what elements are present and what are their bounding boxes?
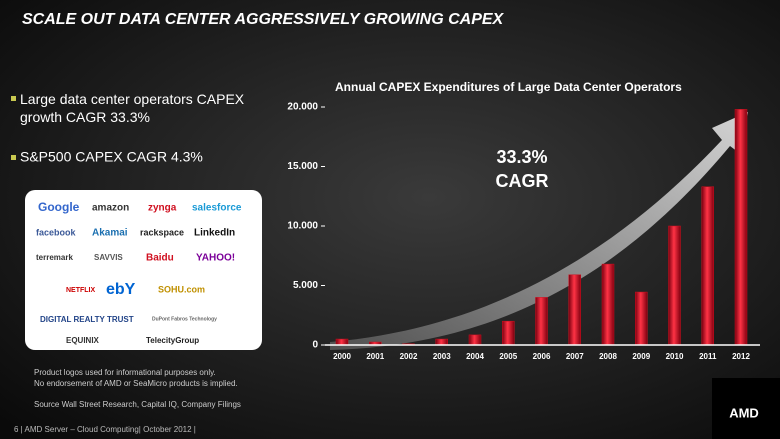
x-tick-label: 2000 (333, 352, 351, 361)
logo: salesforce (192, 203, 242, 214)
x-tick-label: 2003 (433, 352, 451, 361)
logo: ebY (106, 281, 136, 298)
logo: Baidu (146, 253, 174, 264)
logo: Google (38, 200, 80, 214)
bullet-marker (11, 155, 16, 160)
x-tick-label: 2012 (732, 352, 750, 361)
slide-title: SCALE OUT DATA CENTER AGGRESSIVELY GROWI… (22, 11, 505, 28)
logo: NETFLIX (66, 287, 95, 294)
bar (601, 263, 615, 346)
x-tick-label: 2005 (499, 352, 517, 361)
y-tick-label: 0 (312, 340, 318, 351)
y-tick-label: 10.000 (287, 221, 318, 232)
logo: SOHU.com (158, 284, 205, 294)
x-tick-label: 2002 (400, 352, 418, 361)
bar (535, 297, 548, 346)
x-tick-label: 2008 (599, 352, 617, 361)
logo: facebook (36, 227, 77, 237)
logo: terremark (36, 253, 73, 262)
bar (335, 338, 349, 346)
bar (734, 109, 748, 346)
x-tick-label: 2009 (632, 352, 650, 361)
bar (668, 225, 681, 346)
x-tick-label: 2010 (666, 352, 684, 361)
disclaimer: Product logos used for informational pur… (34, 368, 216, 377)
footer: 6 | AMD Server – Cloud Computing| Octobe… (14, 425, 196, 434)
bar (635, 291, 648, 346)
bars (335, 109, 748, 346)
bullet: Large data center operators CAPEX growth… (20, 91, 245, 125)
chart-title: Annual CAPEX Expenditures of Large Data … (335, 80, 682, 94)
annotation: CAGR (496, 171, 549, 191)
logo: Akamai (92, 228, 128, 239)
logo: TelecityGroup (146, 336, 199, 345)
brand-box (712, 378, 780, 439)
logo-box (25, 190, 262, 350)
y-tick-label: 15.000 (287, 161, 318, 172)
bar (468, 334, 482, 346)
source: Source Wall Street Research, Capital IQ,… (34, 400, 241, 409)
x-tick-label: 2011 (699, 352, 717, 361)
logo: DIGITAL REALTY TRUST (40, 315, 134, 324)
brand: AMD (729, 405, 759, 420)
bullet-marker (11, 96, 16, 101)
x-tick-label: 2001 (366, 352, 384, 361)
bar (435, 338, 448, 346)
x-tick-label: 2007 (566, 352, 584, 361)
x-tick-label: 2004 (466, 352, 484, 361)
logo: amazon (92, 203, 129, 214)
disclaimer: No endorsement of AMD or SeaMicro produc… (34, 379, 238, 388)
bullet-text: Large data center operators CAPEX growth… (20, 91, 245, 125)
logo: SAVVIS (94, 253, 123, 262)
logo: zynga (148, 203, 177, 214)
bar (701, 186, 714, 346)
logo: YAHOO! (196, 253, 235, 264)
logo: LinkedIn (194, 228, 235, 239)
y-tick-label: 5.000 (293, 280, 318, 291)
logo: rackspace (140, 227, 184, 237)
bullet-text: S&P500 CAPEX CAGR 4.3% (20, 149, 203, 165)
y-tick-label: 20.000 (287, 102, 318, 113)
annotation: 33.3% (496, 147, 547, 167)
bar (568, 274, 581, 346)
x-tick-label: 2006 (533, 352, 551, 361)
bar (502, 320, 515, 346)
logo: DuPont Fabros Technology (152, 316, 217, 322)
logos: Google amazon zynga salesforce facebook Akama… (36, 200, 242, 345)
logo: EQUINIX (66, 336, 100, 345)
